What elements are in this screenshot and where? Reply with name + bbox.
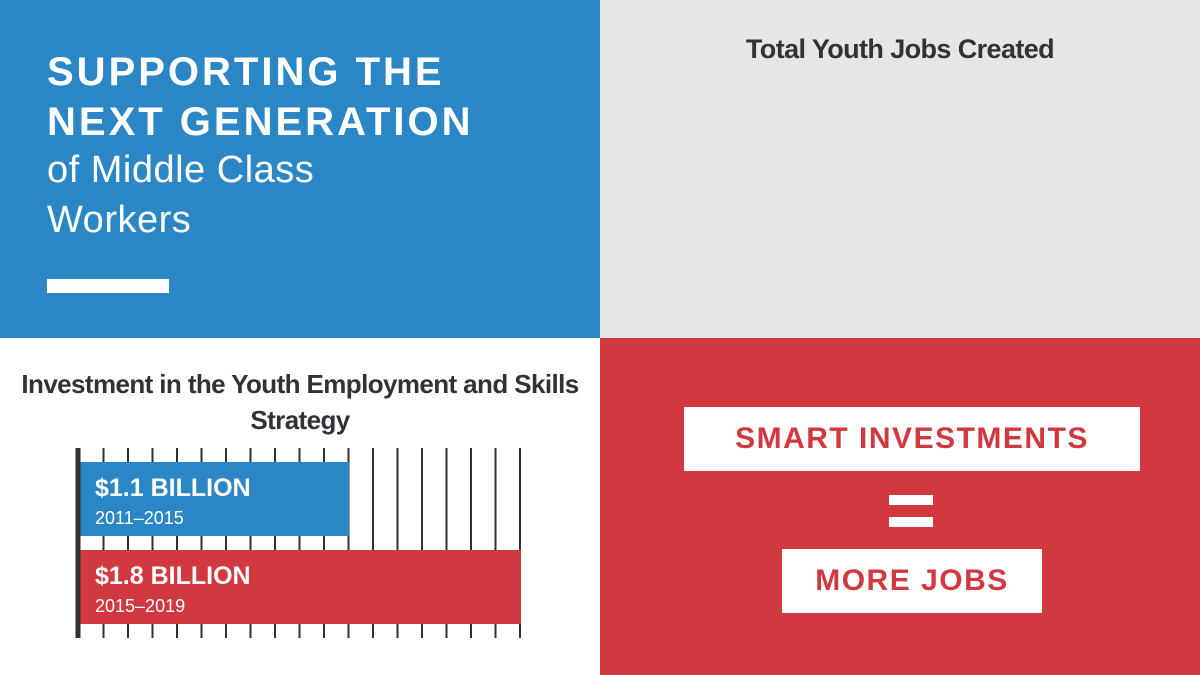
headline-panel: SUPPORTING THE NEXT GENERATION of Middle… xyxy=(0,0,600,338)
more-jobs-box: MORE JOBS xyxy=(782,549,1042,613)
jobs-chart-title: Total Youth Jobs Created xyxy=(745,34,1055,64)
equation-panel: SMART INVESTMENTS MORE JOBS xyxy=(600,338,1200,675)
more-jobs-text: MORE JOBS xyxy=(815,564,1009,597)
bar-value-label: $1.1 BILLION xyxy=(95,474,251,502)
headline-line-3: of Middle Class xyxy=(47,149,315,191)
title-underline-rule xyxy=(47,279,169,293)
investment-chart-panel: Investment in the Youth Employment and S… xyxy=(0,338,600,675)
smart-investments-box: SMART INVESTMENTS xyxy=(684,407,1140,471)
smart-investments-text: SMART INVESTMENTS xyxy=(735,422,1089,455)
equals-sign-top-bar xyxy=(889,495,933,505)
investment-chart-title: Investment in the Youth Employment and S… xyxy=(21,369,579,435)
bar-1 xyxy=(79,462,350,536)
investment-bar-chart: $1.1 BILLION 2011–2015 $1.8 BILLION 2015–20… xyxy=(75,448,521,638)
jobs-bar-chart: 30,3002011–201594,7002015–2019 xyxy=(600,0,1200,338)
jobs-chart-panel: Total Youth Jobs Created 30,3002011–2015… xyxy=(600,0,1200,338)
headline-line-2: NEXT GENERATION xyxy=(47,100,474,144)
headline-line-1: SUPPORTING THE xyxy=(47,50,445,94)
bar-2 xyxy=(79,550,521,624)
bar-period-label: 2015–2019 xyxy=(95,596,185,616)
bar-value-label: $1.8 BILLION xyxy=(95,562,251,590)
equals-sign-bottom-bar xyxy=(889,517,933,527)
bar-period-label: 2011–2015 xyxy=(95,508,184,528)
headline-line-4: Workers xyxy=(47,199,192,241)
